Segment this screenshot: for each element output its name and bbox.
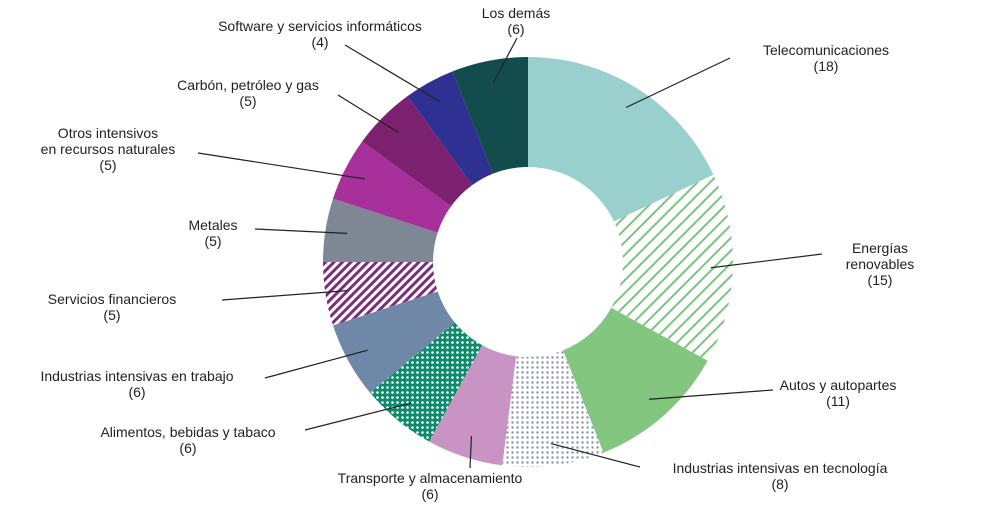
slice-label: Los demás (6) bbox=[482, 5, 550, 37]
value-label: (18) bbox=[813, 58, 839, 74]
value-label: (4) bbox=[311, 34, 329, 50]
category-label: Servicios financieros bbox=[47, 291, 177, 307]
value-label: (6) bbox=[179, 440, 197, 456]
donut-slice bbox=[502, 350, 604, 467]
slice-label: Software y servicios informáticos (4) bbox=[218, 18, 422, 50]
leader-line bbox=[337, 94, 399, 134]
value-label: (5) bbox=[99, 157, 117, 173]
slice-label: Servicios financieros (5) bbox=[48, 291, 176, 323]
leader-line bbox=[264, 349, 368, 379]
value-label: (6) bbox=[421, 486, 439, 502]
value-label: (5) bbox=[204, 233, 222, 249]
category-label: Metales bbox=[188, 217, 238, 233]
leader-line bbox=[493, 37, 518, 83]
slice-label: Otros intensivos en recursos naturales (5… bbox=[41, 125, 176, 173]
value-label: (5) bbox=[239, 93, 257, 109]
slice-label: Alimentos, bebidas y tabaco (6) bbox=[100, 424, 275, 456]
donut-slice bbox=[370, 322, 483, 442]
donut-slice bbox=[429, 345, 517, 466]
donut-slice bbox=[323, 262, 438, 326]
donut-slice bbox=[528, 57, 714, 222]
slice-label: Energías renovables (15) bbox=[822, 240, 938, 288]
category-label: Otros intensivos en recursos naturales bbox=[40, 125, 176, 157]
value-label: (8) bbox=[771, 476, 789, 492]
value-label: (15) bbox=[867, 272, 893, 288]
donut-slice bbox=[452, 57, 528, 174]
slice-label: Telecomunicaciones (18) bbox=[763, 42, 889, 74]
donut-slice bbox=[362, 96, 473, 207]
category-label: Los demás bbox=[481, 5, 551, 21]
slice-label: Industrias intensivas en trabajo (6) bbox=[41, 368, 234, 400]
slice-label: Autos y autopartes (11) bbox=[780, 377, 897, 409]
category-label: Transporte y almacenamiento bbox=[337, 470, 523, 486]
value-label: (5) bbox=[103, 307, 121, 323]
leader-line bbox=[469, 436, 473, 469]
leader-line bbox=[550, 442, 641, 468]
leader-line bbox=[625, 57, 731, 109]
category-label: Alimentos, bebidas y tabaco bbox=[100, 424, 276, 440]
value-label: (11) bbox=[826, 393, 850, 409]
slice-label: Industrias intensivas en tecnología (8) bbox=[673, 460, 888, 492]
category-label: Carbón, petróleo y gas bbox=[177, 77, 319, 93]
category-label: Industrias intensivas en tecnología bbox=[672, 460, 888, 476]
leader-line bbox=[648, 389, 774, 400]
donut-slice bbox=[611, 174, 734, 361]
value-label: (6) bbox=[128, 384, 146, 400]
category-label: Software y servicios informáticos bbox=[218, 18, 422, 34]
leader-line bbox=[221, 290, 348, 301]
donut-slice bbox=[333, 141, 452, 233]
category-label: Industrias intensivas en trabajo bbox=[40, 368, 234, 384]
donut-slice bbox=[323, 198, 438, 262]
donut-slice bbox=[562, 307, 708, 453]
value-label: (6) bbox=[507, 21, 525, 37]
leader-line bbox=[197, 152, 366, 180]
leader-line bbox=[254, 228, 348, 234]
leader-line bbox=[710, 253, 823, 269]
slice-label: Metales (5) bbox=[188, 217, 237, 249]
slice-label: Transporte y almacenamiento (6) bbox=[338, 470, 523, 502]
slice-label: Carbón, petróleo y gas (5) bbox=[177, 77, 319, 109]
donut-slice bbox=[407, 71, 494, 186]
leader-line bbox=[304, 402, 412, 431]
donut-slice bbox=[333, 291, 455, 393]
leader-line bbox=[344, 44, 441, 103]
category-label: Telecomunicaciones bbox=[762, 42, 890, 58]
category-label: Autos y autopartes bbox=[779, 377, 897, 393]
category-label: Energías renovables bbox=[845, 240, 915, 272]
